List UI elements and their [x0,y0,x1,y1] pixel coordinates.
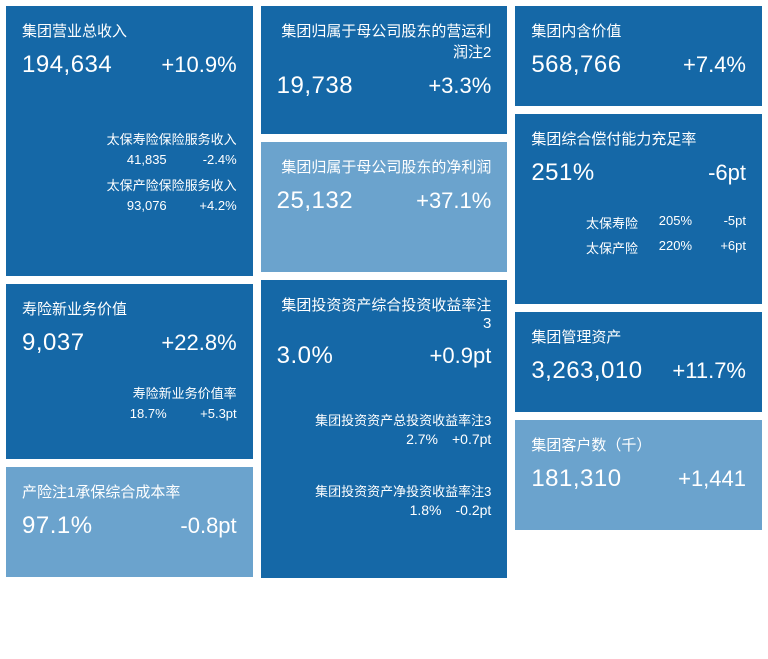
change: +1,441 [678,466,746,492]
tile-pc-combined-ratio: 产险注1承保综合成本率 97.1% -0.8pt [6,467,253,577]
sub-change: +5.3pt [187,406,237,421]
sub-title: 太保寿险保险服务收入 [22,129,237,148]
sub-row: 太保寿险 205% -5pt [531,213,746,232]
sub-value: 205% [652,213,692,232]
tile-main-row: 194,634 +10.9% [22,51,237,79]
tile-title: 寿险新业务价值 [22,298,237,319]
tile-main-row: 97.1% -0.8pt [22,512,237,540]
sub-value: 1.8% [410,502,442,518]
tile-life-nbv: 寿险新业务价值 9,037 +22.8% 寿险新业务价值率 18.7% +5.3… [6,284,253,459]
change: +7.4% [683,52,746,78]
sub-value: 41,835 [117,152,167,167]
column-3: 集团内含价值 568,766 +7.4% 集团综合偿付能力充足率 251% -6… [515,6,762,578]
tile-title: 集团管理资产 [531,326,746,347]
value: 181,310 [531,465,621,493]
column-2: 集团归属于母公司股东的营运利润注2 19,738 +3.3% 集团归属于母公司股… [261,6,508,578]
sub-row: 1.8% -0.2pt [277,502,492,518]
sub-label: 太保产险 [586,238,638,257]
metrics-dashboard: 集团营业总收入 194,634 +10.9% 太保寿险保险服务收入 41,835… [0,0,768,584]
change: +37.1% [416,188,491,214]
value: 194,634 [22,51,112,79]
tile-main-row: 568,766 +7.4% [531,51,746,79]
value: 3.0% [277,342,334,370]
sub-change: +6pt [706,238,746,257]
sub-title: 寿险新业务价值率 [22,383,237,402]
sub-change: -0.2pt [456,502,492,518]
tile-main-row: 19,738 +3.3% [277,72,492,100]
change: -6pt [708,160,746,186]
tile-title: 集团营业总收入 [22,20,237,41]
change: +3.3% [428,73,491,99]
sub-value: 2.7% [406,431,438,447]
change: +10.9% [161,52,236,78]
tile-operating-profit: 集团归属于母公司股东的营运利润注2 19,738 +3.3% [261,6,508,134]
tile-investment-yield: 集团投资资产综合投资收益率注3 3.0% +0.9pt 集团投资资产总投资收益率… [261,280,508,578]
sub-row: 93,076 +4.2% [22,198,237,213]
value: 251% [531,159,594,187]
value: 19,738 [277,72,353,100]
sub-row: 41,835 -2.4% [22,152,237,167]
tile-title: 产险注1承保综合成本率 [22,481,237,502]
tile-customers: 集团客户数（千） 181,310 +1,441 [515,420,762,530]
sub-change: +0.7pt [452,431,491,447]
value: 568,766 [531,51,621,79]
tile-title: 集团投资资产综合投资收益率注3 [277,294,492,332]
tile-main-row: 3.0% +0.9pt [277,342,492,370]
change: +0.9pt [430,343,492,369]
change: -0.8pt [180,513,236,539]
sub-value: 220% [652,238,692,257]
tile-main-row: 25,132 +37.1% [277,187,492,215]
tile-title: 集团归属于母公司股东的净利润 [277,156,492,177]
sub-value: 18.7% [117,406,167,421]
value: 25,132 [277,187,353,215]
sub-title: 集团投资资产总投资收益率注3 [277,410,492,429]
sub-label: 太保寿险 [586,213,638,232]
tile-group-revenue: 集团营业总收入 194,634 +10.9% 太保寿险保险服务收入 41,835… [6,6,253,276]
sub-title: 太保产险保险服务收入 [22,175,237,194]
value: 9,037 [22,329,85,357]
tile-title: 集团客户数（千） [531,434,746,455]
tile-aum: 集团管理资产 3,263,010 +11.7% [515,312,762,412]
tile-solvency: 集团综合偿付能力充足率 251% -6pt 太保寿险 205% -5pt 太保产… [515,114,762,304]
sub-row: 18.7% +5.3pt [22,406,237,421]
column-1: 集团营业总收入 194,634 +10.9% 太保寿险保险服务收入 41,835… [6,6,253,578]
tile-main-row: 9,037 +22.8% [22,329,237,357]
tile-title: 集团综合偿付能力充足率 [531,128,746,149]
sub-title: 集团投资资产净投资收益率注3 [277,481,492,500]
sub-row: 太保产险 220% +6pt [531,238,746,257]
tile-main-row: 3,263,010 +11.7% [531,357,746,385]
value: 3,263,010 [531,357,642,385]
tile-embedded-value: 集团内含价值 568,766 +7.4% [515,6,762,106]
change: +22.8% [161,330,236,356]
tile-title: 集团内含价值 [531,20,746,41]
sub-change: -5pt [706,213,746,232]
tile-title: 集团归属于母公司股东的营运利润注2 [277,20,492,62]
sub-change: -2.4% [187,152,237,167]
tile-main-row: 251% -6pt [531,159,746,187]
sub-change: +4.2% [187,198,237,213]
value: 97.1% [22,512,93,540]
sub-value: 93,076 [117,198,167,213]
change: +11.7% [672,358,746,384]
tile-net-profit: 集团归属于母公司股东的净利润 25,132 +37.1% [261,142,508,272]
sub-row: 2.7% +0.7pt [277,431,492,447]
tile-main-row: 181,310 +1,441 [531,465,746,493]
